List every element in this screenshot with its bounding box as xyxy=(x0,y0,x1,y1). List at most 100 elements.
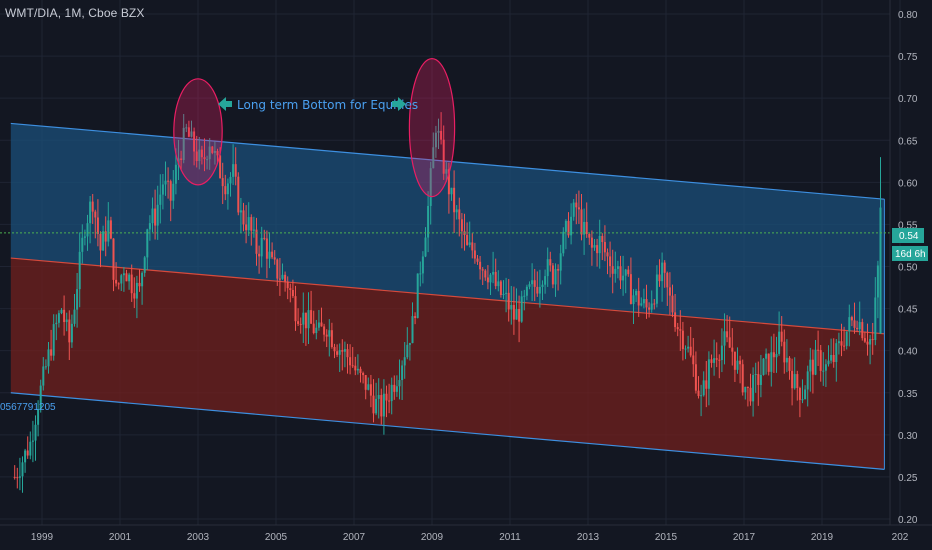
candle-body xyxy=(551,265,554,285)
candle-body xyxy=(325,334,328,337)
candle-body xyxy=(549,259,552,266)
candle-body xyxy=(268,251,271,259)
candle-body xyxy=(710,359,713,363)
candle-body xyxy=(614,268,617,274)
candle-body xyxy=(858,322,861,330)
candle-body xyxy=(796,374,799,389)
candle-body xyxy=(518,309,521,322)
candle-body xyxy=(705,380,708,389)
candle-body xyxy=(728,337,731,348)
candle-body xyxy=(471,242,474,251)
candle-body xyxy=(557,269,560,271)
candle-body xyxy=(364,375,367,390)
candle-body xyxy=(681,330,684,350)
candle-body xyxy=(73,309,76,324)
candle-body xyxy=(772,352,775,358)
candle-body xyxy=(512,305,515,320)
x-tick-label: 2013 xyxy=(577,532,600,543)
x-axis: 1999 2001 2003 2005 2007 2009 2011 2013 2015 2017… xyxy=(0,524,932,543)
candle-body xyxy=(733,351,736,370)
candle-body xyxy=(603,242,606,253)
candle-body xyxy=(388,400,391,402)
candle-body xyxy=(234,164,237,177)
x-tick-label: 2009 xyxy=(421,532,444,543)
candle-body xyxy=(276,259,279,279)
candle-body xyxy=(252,229,255,231)
candle-body xyxy=(385,393,388,401)
candle-body xyxy=(583,221,586,235)
candle-body xyxy=(616,266,619,269)
candle-body xyxy=(843,345,846,347)
candle-body xyxy=(637,290,640,306)
candle-body xyxy=(24,450,27,463)
candle-body xyxy=(713,358,716,363)
candle-body xyxy=(606,252,609,257)
candle-body xyxy=(299,323,302,325)
candles xyxy=(13,112,882,493)
candle-body xyxy=(687,346,690,349)
candle-body xyxy=(486,277,489,283)
candle-body xyxy=(778,331,781,354)
y-axis: 0.80 0.75 0.70 0.65 0.60 0.55 0.50 0.45 0.40 0.35… xyxy=(889,0,918,526)
y-tick-label: 0.70 xyxy=(898,94,918,105)
candle-body xyxy=(356,368,359,371)
candle-body xyxy=(793,374,796,389)
candle-body xyxy=(505,292,508,294)
channel xyxy=(10,122,885,470)
candle-body xyxy=(172,183,175,201)
candle-body xyxy=(294,296,297,322)
candle-body xyxy=(125,273,128,282)
candle-body xyxy=(479,261,482,270)
candle-body xyxy=(393,384,396,392)
candle-body xyxy=(624,269,627,276)
candle-body xyxy=(297,321,300,324)
highlight-ellipse xyxy=(408,58,456,198)
candle-body xyxy=(78,251,81,290)
candle-body xyxy=(185,127,188,129)
candle-body xyxy=(458,209,461,220)
candle-body xyxy=(876,265,879,298)
candle-body xyxy=(585,221,588,234)
y-tick-label: 0.60 xyxy=(898,178,918,189)
candle-body xyxy=(752,375,755,402)
candle-body xyxy=(694,364,697,391)
candle-body xyxy=(164,180,167,185)
arrow-left-icon xyxy=(218,97,232,111)
candle-body xyxy=(770,352,773,372)
candle-body xyxy=(307,310,310,329)
x-tick-label: 2015 xyxy=(655,532,678,543)
x-tick-label: 2001 xyxy=(109,532,132,543)
candle-body xyxy=(260,237,263,257)
candle-body xyxy=(362,372,365,376)
candle-body xyxy=(655,274,658,304)
y-tick-label: 0.75 xyxy=(898,52,918,63)
candle-body xyxy=(159,194,162,205)
candle-body xyxy=(466,234,469,245)
candle-body xyxy=(767,353,770,372)
candle-body xyxy=(622,275,625,281)
annotation: Long term Bottom for Equities xyxy=(218,97,418,112)
candle-body xyxy=(445,169,448,174)
candle-body xyxy=(312,323,315,334)
y-tick-label: 0.20 xyxy=(898,515,918,526)
candle-body xyxy=(395,386,398,392)
candle-body xyxy=(128,274,131,282)
candle-body xyxy=(346,349,349,358)
candle-body xyxy=(406,344,409,358)
candle-body xyxy=(286,281,289,289)
candle-body xyxy=(684,348,687,350)
candle-body xyxy=(492,271,495,275)
candle-body xyxy=(627,269,630,275)
candle-body xyxy=(180,158,183,160)
candle-body xyxy=(44,366,47,368)
candle-body xyxy=(112,238,115,280)
candle-body xyxy=(130,274,133,294)
candle-body xyxy=(577,207,580,210)
highlight-circles xyxy=(173,58,456,198)
candle-body xyxy=(564,220,567,232)
candle-body xyxy=(645,299,648,308)
candle-body xyxy=(271,251,274,258)
candle-body xyxy=(515,309,518,320)
candle-body xyxy=(141,272,144,287)
